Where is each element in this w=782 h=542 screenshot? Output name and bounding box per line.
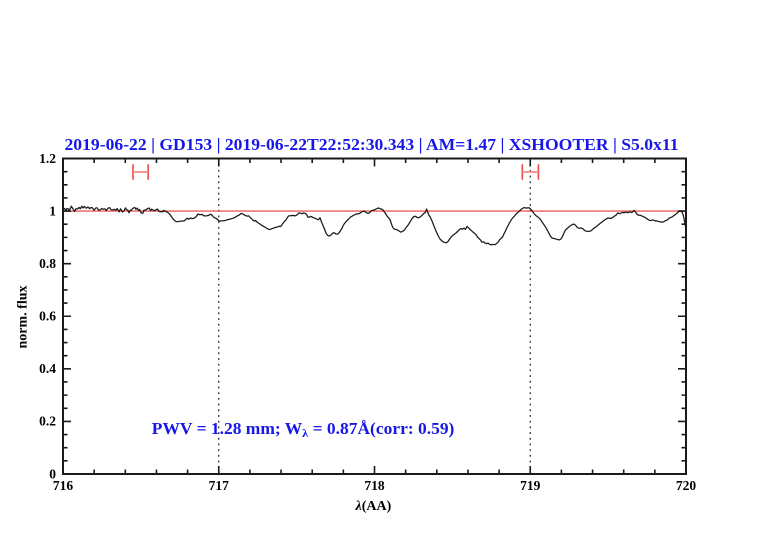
svg-text:0.4: 0.4 [39, 361, 56, 376]
svg-text:0.8: 0.8 [39, 256, 56, 271]
svg-text:2019-06-22 | GD153 | 2019-06-2: 2019-06-22 | GD153 | 2019-06-22T22:52:30… [65, 135, 679, 154]
svg-text:norm. flux: norm. flux [16, 286, 31, 349]
svg-text:0.6: 0.6 [39, 309, 56, 324]
svg-text:719: 719 [520, 478, 541, 493]
svg-text:1: 1 [49, 203, 56, 218]
svg-text:0: 0 [49, 466, 56, 481]
svg-text:PWV = 1.28 mm; Wλ = 0.87Å(corr: PWV = 1.28 mm; Wλ = 0.87Å(corr: 0.59) [152, 419, 455, 440]
svg-text:717: 717 [209, 478, 230, 493]
svg-text:0.2: 0.2 [39, 414, 56, 429]
svg-text:720: 720 [676, 478, 697, 493]
svg-text:1.2: 1.2 [39, 151, 56, 166]
svg-text:716: 716 [53, 478, 74, 493]
svg-text:λ(AA): λ(AA) [355, 499, 392, 514]
svg-text:718: 718 [364, 478, 385, 493]
